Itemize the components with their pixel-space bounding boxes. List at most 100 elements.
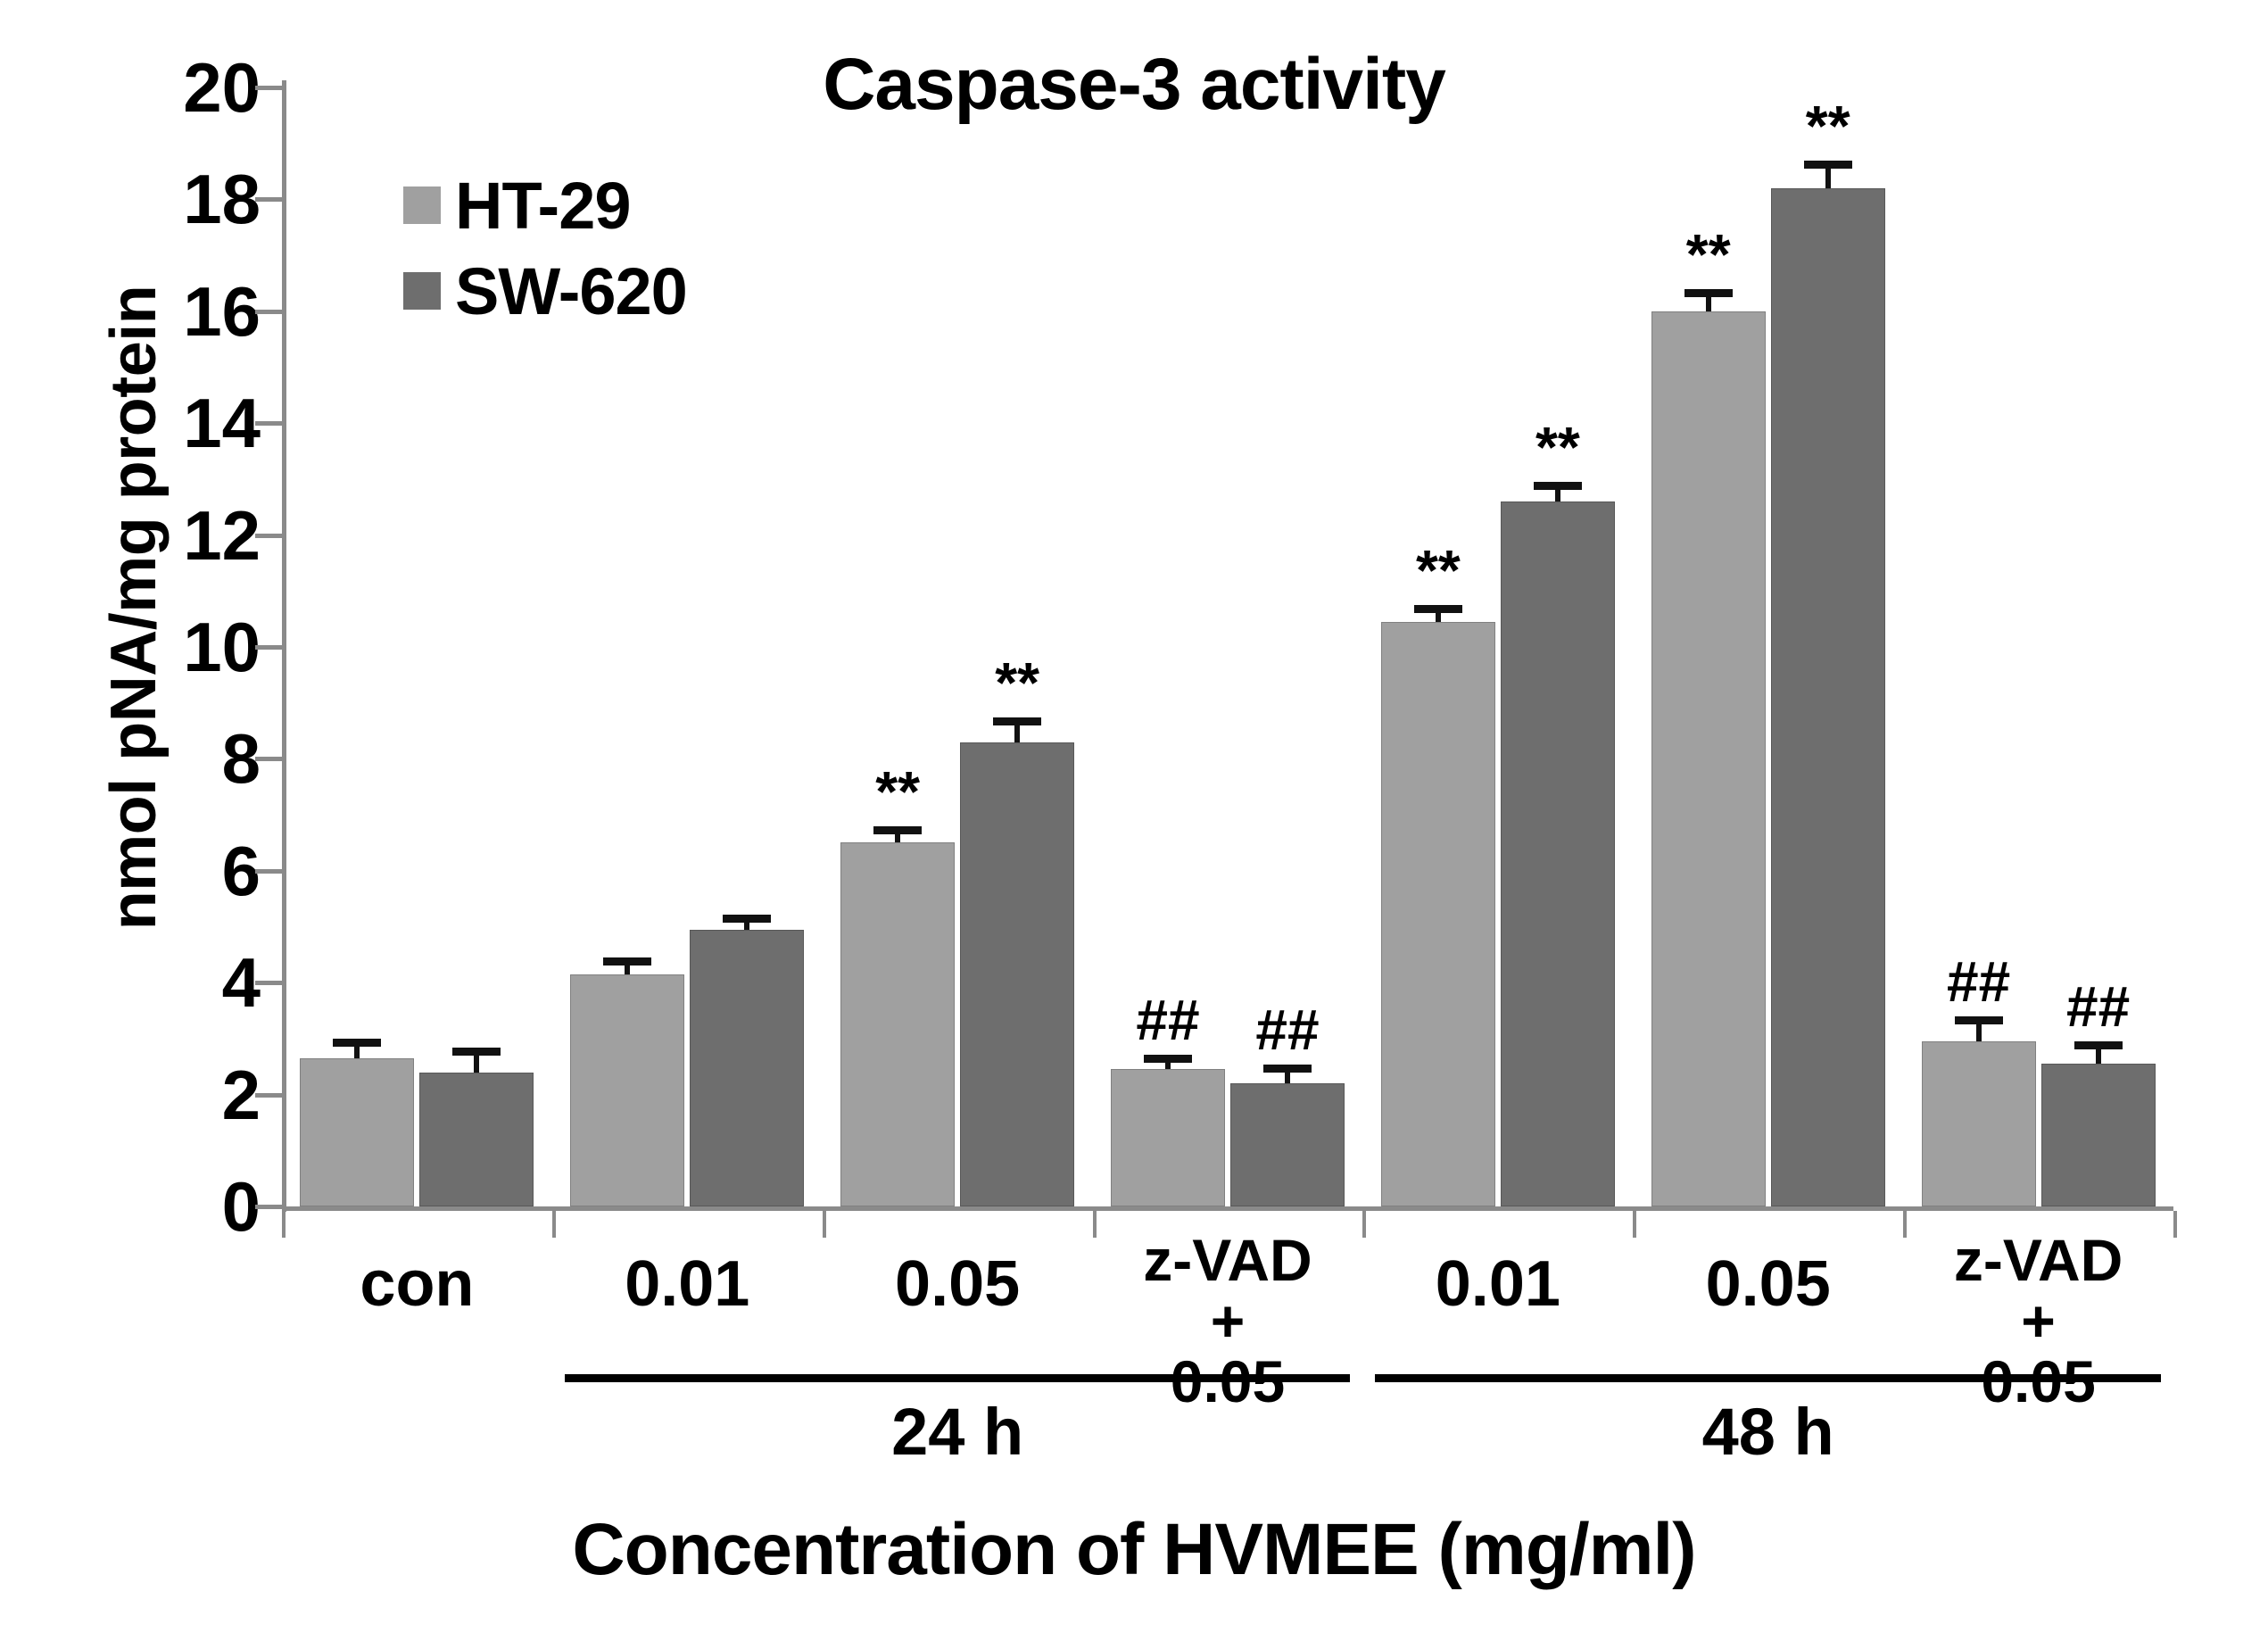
error-bar-cap	[1533, 482, 1582, 491]
error-bar	[1164, 1062, 1171, 1070]
y-axis-tick-mark	[255, 868, 282, 874]
bar-group: ** **	[823, 87, 1093, 1206]
legend-item-ht29: HT-29	[403, 162, 687, 248]
x-axis-tick-label: 0.01	[552, 1249, 823, 1319]
bar-ht29	[1651, 311, 1766, 1206]
bar-group: ## ##	[1903, 87, 2173, 1206]
plot-area: ** ** ## ## ** ** ** ** ## ##	[282, 87, 2173, 1206]
error-bar	[1705, 297, 1711, 311]
time-group-label: 48 h	[1701, 1395, 1834, 1469]
x-axis-tick-label: z-VAD +0.05	[1093, 1230, 1363, 1412]
bar-ht29	[570, 974, 685, 1206]
error-bar	[744, 923, 750, 930]
legend-label-sw620: SW-620	[455, 253, 688, 328]
bar-sw620	[1500, 501, 1615, 1206]
error-bar	[354, 1047, 360, 1058]
y-axis-tick-mark	[255, 645, 282, 650]
y-axis-title: nmol pNA/mg protein	[98, 285, 170, 931]
significance-marker: **	[875, 759, 921, 825]
error-bar	[1284, 1072, 1290, 1084]
error-bar	[1435, 613, 1441, 622]
bar-sw620	[1229, 1083, 1345, 1206]
bar-sw620	[690, 929, 805, 1206]
y-axis-tick-mark	[255, 1205, 282, 1209]
bar-ht29	[300, 1057, 415, 1206]
bar-ht29	[1110, 1069, 1225, 1206]
x-tick-line: z-VAD	[1143, 1227, 1312, 1293]
significance-marker: ##	[2065, 974, 2131, 1040]
legend-label-ht29: HT-29	[455, 168, 632, 243]
error-bar	[474, 1055, 480, 1073]
error-bar-cap	[1954, 1016, 2003, 1025]
error-bar-cap	[1684, 289, 1733, 298]
y-axis-tick-mark	[255, 981, 282, 986]
significance-marker: **	[1535, 415, 1580, 480]
error-bar-cap	[1143, 1054, 1192, 1063]
y-axis-tick-label: 0	[221, 1167, 261, 1246]
legend-swatch-icon-sw620	[403, 272, 441, 310]
significance-marker: ##	[1255, 997, 1320, 1062]
x-axis-line	[282, 1206, 2173, 1211]
error-bar-cap	[603, 957, 652, 966]
legend-swatch-icon-ht29	[403, 186, 441, 224]
time-group-label: 24 h	[891, 1395, 1024, 1469]
significance-marker: **	[1415, 538, 1461, 603]
bar-group: ** **	[1633, 87, 1903, 1206]
error-bar	[1554, 490, 1560, 501]
y-axis-tick-mark	[255, 757, 282, 762]
bar-group: ## ##	[1093, 87, 1363, 1206]
y-axis-tick-mark	[255, 86, 282, 90]
error-bar-cap	[1803, 160, 1852, 169]
y-axis-tick-label: 2	[221, 1055, 261, 1134]
x-tick-line: 0.05	[895, 1248, 1021, 1320]
x-axis-tick-mark	[822, 1211, 826, 1238]
error-bar	[625, 966, 631, 974]
y-axis-tick-label: 20	[183, 48, 261, 127]
x-axis-tick-label: z-VAD +0.05	[1903, 1230, 2173, 1412]
time-group-rule	[564, 1374, 1351, 1382]
x-axis-title: Concentration of HVMEE (mg/ml)	[572, 1509, 1696, 1590]
significance-marker: **	[995, 650, 1040, 715]
bar-sw620	[960, 742, 1075, 1206]
bar-ht29	[1921, 1041, 2036, 1206]
y-axis-tick-mark	[255, 1092, 282, 1098]
legend: HT-29 SW-620	[403, 162, 688, 334]
error-bar	[1014, 725, 1021, 742]
y-axis-tick-label: 14	[183, 384, 261, 463]
x-axis-tick-label: con	[282, 1249, 552, 1319]
error-bar-cap	[452, 1047, 501, 1056]
x-axis-tick-mark	[1903, 1211, 1908, 1238]
error-bar-cap	[333, 1039, 382, 1048]
error-bar	[2095, 1049, 2101, 1065]
x-tick-line: con	[360, 1248, 475, 1320]
y-axis-tick-label: 10	[183, 608, 261, 686]
significance-marker: **	[1805, 93, 1850, 158]
x-axis-tick-mark	[2173, 1211, 2177, 1238]
y-axis-tick-label: 8	[221, 719, 261, 799]
x-tick-line: 0.01	[1435, 1248, 1560, 1320]
x-tick-line: 0.05	[1705, 1248, 1831, 1320]
error-bar-cap	[1262, 1064, 1312, 1073]
error-bar-cap	[723, 915, 772, 924]
bar-sw620	[419, 1072, 534, 1206]
error-bar-cap	[993, 717, 1042, 725]
bar-group: ** **	[1362, 87, 1633, 1206]
bar-group	[282, 87, 552, 1206]
bar-ht29	[840, 842, 956, 1206]
x-axis-tick-label: 0.05	[1633, 1249, 1903, 1319]
x-axis-tick-mark	[282, 1211, 286, 1238]
significance-marker: ##	[1136, 987, 1200, 1052]
x-tick-line: +	[1210, 1288, 1246, 1354]
time-group-rule	[1375, 1374, 2161, 1382]
error-bar-cap	[2073, 1041, 2123, 1050]
x-axis-tick-mark	[1362, 1211, 1367, 1238]
error-bar	[895, 834, 901, 843]
x-axis-tick-label: 0.01	[1362, 1249, 1633, 1319]
chart-title: Caspase-3 activity	[823, 44, 1446, 125]
x-tick-line: z-VAD	[1953, 1227, 2123, 1293]
significance-marker: ##	[1946, 949, 2011, 1015]
bar-sw620	[1770, 187, 1885, 1206]
bar-ht29	[1380, 621, 1495, 1206]
y-axis-tick-label: 4	[221, 943, 261, 1023]
